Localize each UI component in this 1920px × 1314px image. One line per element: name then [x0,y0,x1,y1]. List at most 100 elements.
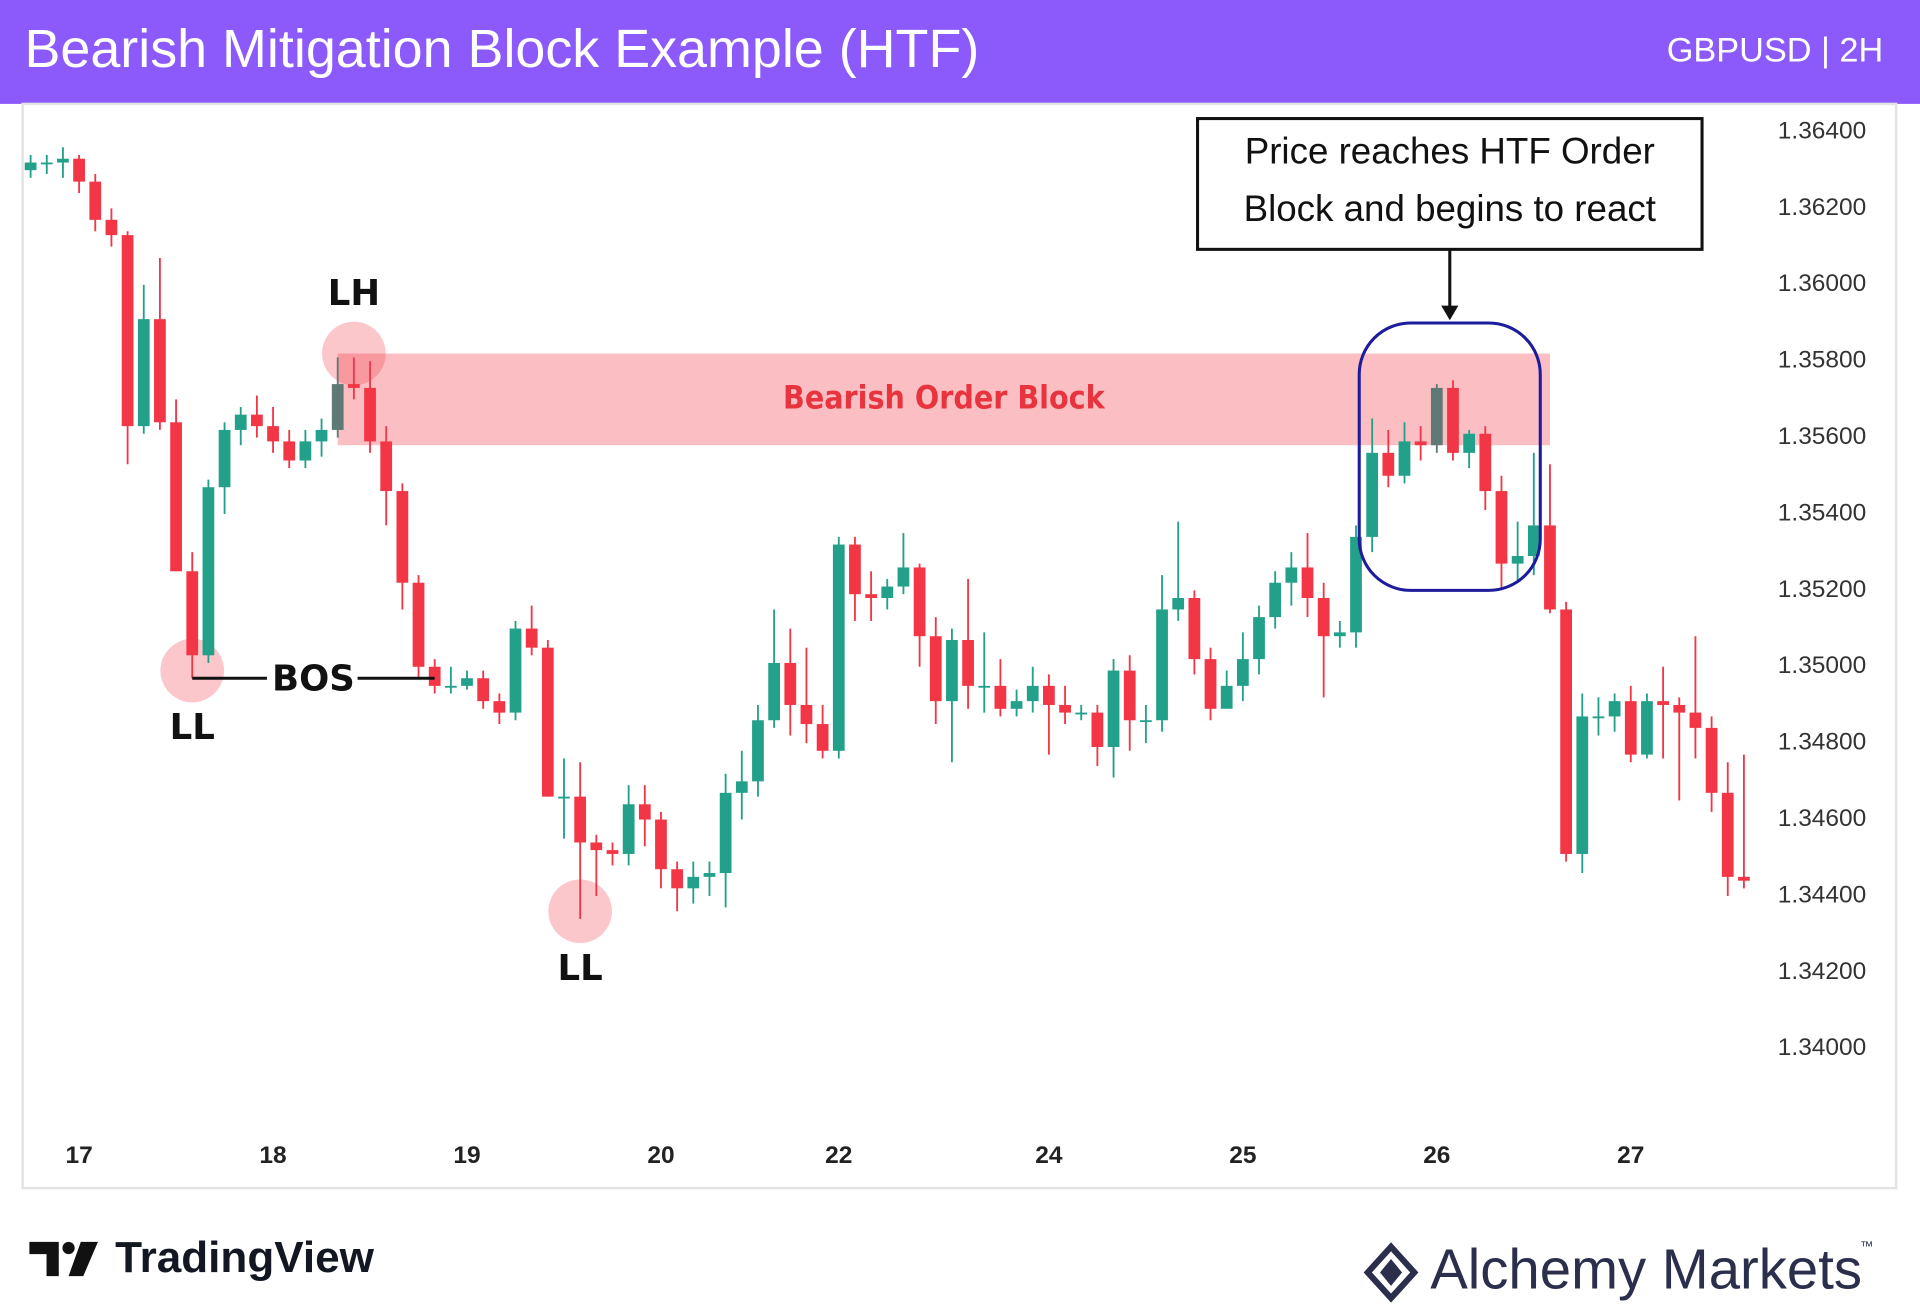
candle-body [348,384,360,388]
candle-body [768,662,780,721]
y-tick-label: 1.35200 [1778,576,1866,603]
candle-body [816,724,829,751]
logo-icon [62,1241,75,1255]
candle-body [234,414,247,430]
x-tick-label: 26 [1423,1142,1450,1169]
candle-body [444,685,457,688]
candle-body [946,640,958,702]
candle-body [1188,598,1201,660]
candle-body [1043,685,1055,705]
candle-body [962,640,974,686]
candle-body [1059,704,1071,713]
candle-body [622,804,635,854]
candle-body [1544,525,1556,610]
y-tick-label: 1.35800 [1778,347,1866,374]
y-tick-label: 1.35400 [1778,499,1866,526]
candle-body [154,319,166,423]
callout-arrowhead [1441,305,1459,321]
candle-body [1350,536,1362,633]
candle-body [606,850,619,854]
y-tick-label: 1.36200 [1778,194,1866,221]
y-tick-label: 1.34400 [1778,881,1866,908]
candle-body [1463,433,1476,453]
y-tick-label: 1.36000 [1778,270,1866,297]
x-tick-label: 18 [259,1142,286,1169]
candle-body [574,796,587,843]
candle-body [105,219,118,236]
candle-body [283,441,296,461]
logo-icon [1380,1258,1403,1286]
candle-body [1560,609,1572,854]
symbol-label: GBPUSD | 2H [1667,32,1884,70]
x-tick-label: 20 [647,1142,674,1169]
candle-body [929,636,942,702]
candle-body [218,429,231,488]
x-tick-label: 27 [1617,1142,1644,1169]
candle-body [1641,701,1653,755]
order-block-zone [337,353,1550,446]
candle-body [541,647,554,797]
callout: Price reaches HTF Order Block and begins… [1196,117,1704,321]
candle-body [40,162,53,165]
candle-body [1220,685,1233,709]
callout-box [1196,117,1704,251]
candle-body [202,487,215,656]
callout-text: Block and begins to react [1244,188,1656,229]
candle-body [396,491,409,583]
candle-body [1075,712,1088,715]
logo-text: Alchemy Markets [1430,1238,1862,1301]
candle-body [832,544,845,751]
candle-body [121,235,134,427]
mitigation-box [1357,321,1542,592]
candle-body [687,876,700,889]
candle-body [881,586,894,599]
candle-body [865,594,877,599]
candle-body [89,181,102,220]
candle-body [380,441,393,492]
x-tick-label: 17 [65,1142,92,1169]
candle-body [1657,701,1669,705]
candle-body [1382,452,1395,476]
candle-body [412,582,425,667]
candle-body [1414,441,1427,446]
candle-body [994,685,1007,709]
logo-icon [29,1241,59,1277]
candle-body [1366,452,1379,537]
candle-body [1123,670,1136,721]
candle-body [1576,716,1589,854]
candle-body [1398,441,1411,476]
candle-body [897,567,910,587]
y-tick-label: 1.35000 [1778,652,1866,679]
candle-body [137,319,150,427]
candle-body [671,869,684,889]
candle-body [638,804,651,820]
candle-body [1592,716,1605,719]
candle-body [1673,704,1686,713]
candle-body [1527,525,1540,556]
y-tick-label: 1.36400 [1778,117,1866,144]
candle-body [1010,701,1023,709]
plot-area: 1.36400 1.36200 1.36000 1.35800 1.35600 1.354… [24,117,1866,1169]
candle-body [73,158,85,182]
candle-body [364,387,376,442]
swing-label: LH [328,273,380,314]
candle-body [1495,491,1508,564]
candle-body [331,384,344,430]
candle-body [57,158,69,163]
y-tick-label: 1.35600 [1778,423,1866,450]
callout-text: Price reaches HTF Order [1245,131,1655,172]
logo-icon [1363,1242,1419,1303]
bos-label: BOS [272,659,355,700]
y-tick-label: 1.34800 [1778,729,1866,756]
candle-body [1091,712,1104,747]
candle-body [1285,567,1298,583]
swing-label: LL [558,948,603,989]
candle-body [1479,433,1492,492]
x-tick-label: 24 [1035,1142,1063,1169]
candle-body [1430,387,1443,446]
candle-body [170,422,182,572]
candle-body [978,685,991,688]
candle-body [477,678,490,702]
